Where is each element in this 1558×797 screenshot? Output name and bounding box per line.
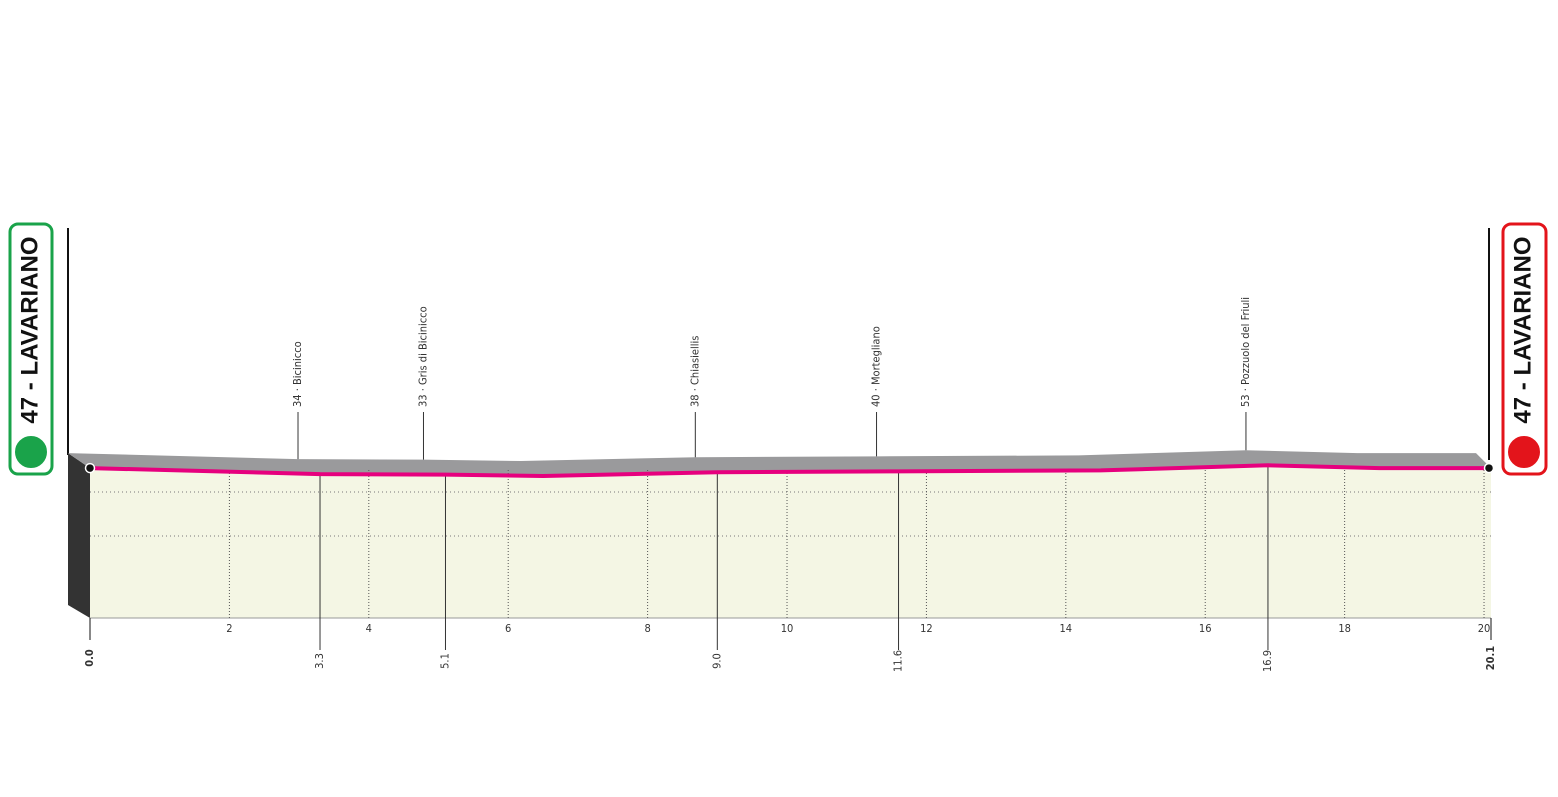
x-tick-label: 14	[1060, 622, 1073, 635]
finish-icon	[1506, 434, 1542, 470]
start-icon	[13, 434, 49, 470]
waypoint-distance: 16.9	[1261, 650, 1274, 672]
profile-top	[68, 450, 1491, 476]
waypoint-label: 53 · Pozzuolo del Friuli	[1239, 297, 1252, 407]
finish-label: 47 - LAVARIANO	[1509, 236, 1536, 423]
profile-area	[90, 465, 1491, 618]
profile-side	[68, 453, 90, 618]
x-tick-label: 16	[1199, 622, 1212, 635]
start-badge	[8, 222, 54, 476]
finish-dot	[1483, 462, 1495, 474]
waypoint-distance: 5.1	[438, 653, 451, 669]
start-dot	[84, 462, 96, 474]
x-tick-label: 2	[226, 622, 232, 635]
x-tick-label: 10	[781, 622, 794, 635]
distance-label: 20.1	[1484, 646, 1497, 671]
start-label: 47 - LAVARIANO	[16, 236, 43, 423]
waypoint-distance: 3.3	[313, 653, 326, 669]
x-tick-label: 4	[366, 622, 372, 635]
waypoint-label: 34 · Bicinicco	[291, 341, 304, 407]
waypoint-distance: 9.0	[710, 653, 723, 669]
waypoint-label: 38 · Chiasiellis	[688, 336, 701, 407]
waypoint-distance: 11.6	[892, 650, 905, 672]
waypoint-label: 40 · Mortegliano	[870, 326, 883, 407]
finish-badge	[1501, 222, 1548, 476]
x-tick-label: 6	[505, 622, 511, 635]
distance-label: 0.0	[83, 649, 96, 667]
x-tick-label: 18	[1338, 622, 1351, 635]
x-tick-label: 20	[1478, 622, 1491, 635]
waypoint-label: 33 · Gris di Bicinicco	[416, 306, 429, 407]
x-tick-label: 12	[920, 622, 933, 635]
profile-line	[89, 463, 1491, 479]
x-tick-label: 8	[644, 622, 650, 635]
